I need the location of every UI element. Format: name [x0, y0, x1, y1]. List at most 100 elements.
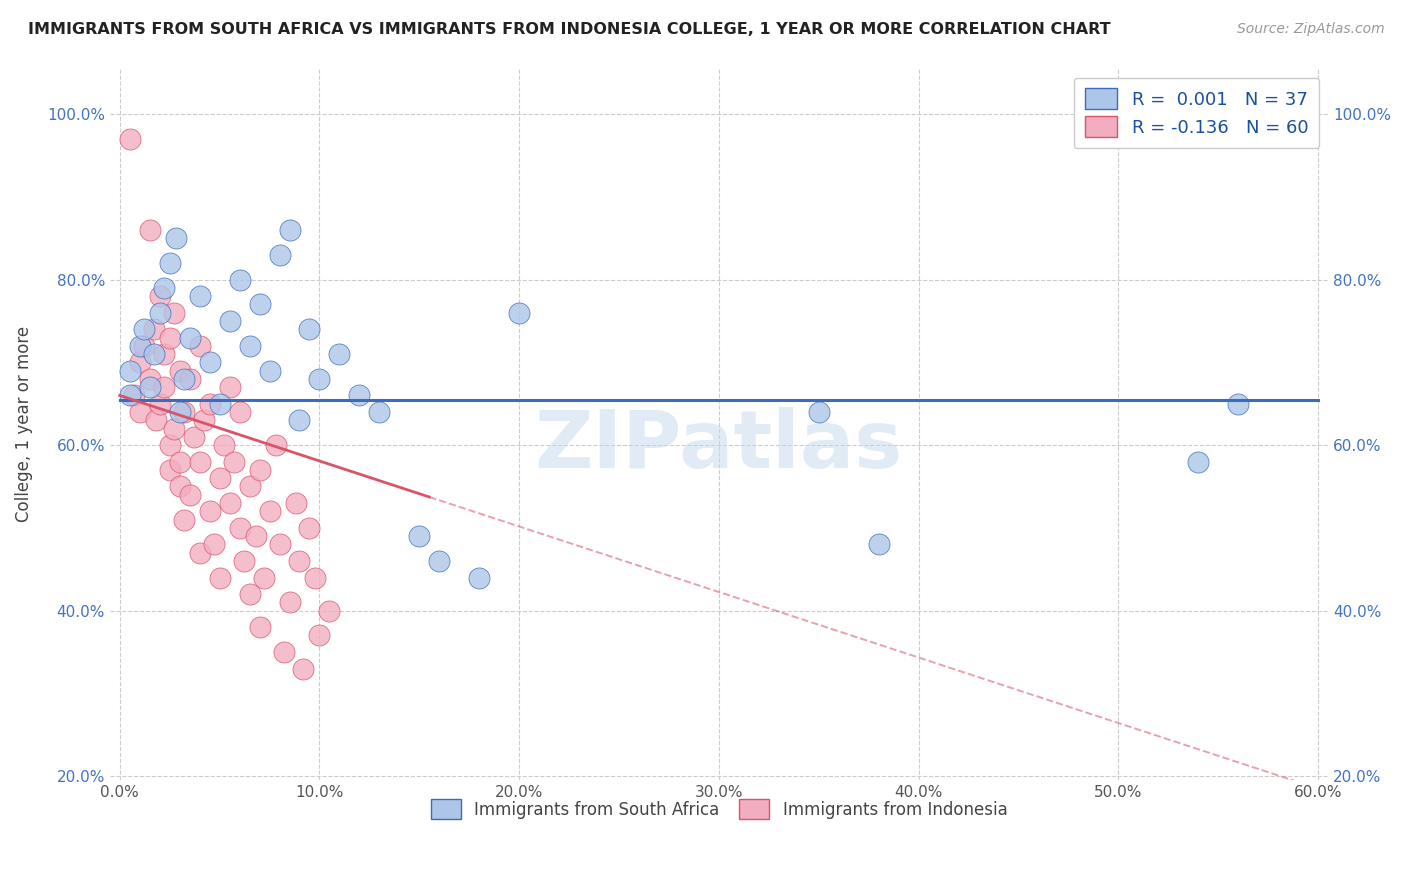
Point [163, 306, 186, 320]
Point [508, 306, 530, 320]
Point [228, 521, 250, 535]
Y-axis label: College, 1 year or more: College, 1 year or more [15, 326, 32, 523]
Point [183, 430, 205, 444]
Point [149, 289, 172, 303]
Point [218, 314, 240, 328]
Point [169, 405, 191, 419]
Point [868, 537, 890, 551]
Point [132, 339, 155, 353]
Point [245, 529, 267, 543]
Point [159, 256, 181, 270]
Point [142, 322, 165, 336]
Point [408, 529, 430, 543]
Point [807, 405, 830, 419]
Point [288, 413, 311, 427]
Point [188, 339, 211, 353]
Point [427, 554, 450, 568]
Point [128, 339, 150, 353]
Point [304, 570, 326, 584]
Point [179, 372, 201, 386]
Point [1227, 397, 1250, 411]
Point [173, 513, 195, 527]
Point [264, 438, 287, 452]
Text: IMMIGRANTS FROM SOUTH AFRICA VS IMMIGRANTS FROM INDONESIA COLLEGE, 1 YEAR OR MOR: IMMIGRANTS FROM SOUTH AFRICA VS IMMIGRAN… [28, 22, 1111, 37]
Text: Source: ZipAtlas.com: Source: ZipAtlas.com [1237, 22, 1385, 37]
Point [128, 405, 150, 419]
Point [269, 537, 291, 551]
Point [198, 504, 221, 518]
Point [292, 662, 315, 676]
Point [169, 479, 191, 493]
Point [278, 595, 301, 609]
Point [138, 223, 160, 237]
Point [198, 397, 221, 411]
Point [259, 504, 281, 518]
Point [228, 272, 250, 286]
Point [188, 455, 211, 469]
Point [232, 554, 254, 568]
Point [138, 380, 160, 394]
Point [179, 488, 201, 502]
Point [163, 421, 186, 435]
Point [273, 645, 295, 659]
Point [239, 339, 262, 353]
Point [128, 355, 150, 369]
Point [152, 380, 174, 394]
Point [308, 372, 330, 386]
Point [208, 570, 231, 584]
Point [468, 570, 491, 584]
Point [142, 347, 165, 361]
Point [269, 248, 291, 262]
Point [308, 628, 330, 642]
Point [218, 380, 240, 394]
Point [169, 363, 191, 377]
Point [208, 397, 231, 411]
Point [259, 363, 281, 377]
Point [349, 388, 371, 402]
Point [193, 413, 215, 427]
Point [368, 405, 391, 419]
Point [173, 372, 195, 386]
Point [188, 546, 211, 560]
Point [118, 363, 141, 377]
Legend: Immigrants from South Africa, Immigrants from Indonesia: Immigrants from South Africa, Immigrants… [425, 793, 1014, 825]
Point [202, 537, 225, 551]
Point [298, 322, 321, 336]
Point [118, 132, 141, 146]
Point [145, 413, 167, 427]
Point [122, 388, 145, 402]
Point [222, 455, 245, 469]
Point [118, 388, 141, 402]
Point [208, 471, 231, 485]
Point [159, 438, 181, 452]
Point [179, 330, 201, 344]
Point [138, 372, 160, 386]
Point [278, 223, 301, 237]
Point [288, 554, 311, 568]
Point [218, 496, 240, 510]
Text: ZIPatlas: ZIPatlas [534, 407, 903, 484]
Point [212, 438, 235, 452]
Point [249, 463, 271, 477]
Point [169, 455, 191, 469]
Point [188, 289, 211, 303]
Point [298, 521, 321, 535]
Point [284, 496, 307, 510]
Point [239, 479, 262, 493]
Point [152, 347, 174, 361]
Point [198, 355, 221, 369]
Point [132, 322, 155, 336]
Point [249, 297, 271, 311]
Point [228, 405, 250, 419]
Point [159, 463, 181, 477]
Point [249, 620, 271, 634]
Point [149, 306, 172, 320]
Point [239, 587, 262, 601]
Point [318, 604, 340, 618]
Point [252, 570, 274, 584]
Point [152, 281, 174, 295]
Point [328, 347, 350, 361]
Point [149, 397, 172, 411]
Point [165, 231, 187, 245]
Point [173, 405, 195, 419]
